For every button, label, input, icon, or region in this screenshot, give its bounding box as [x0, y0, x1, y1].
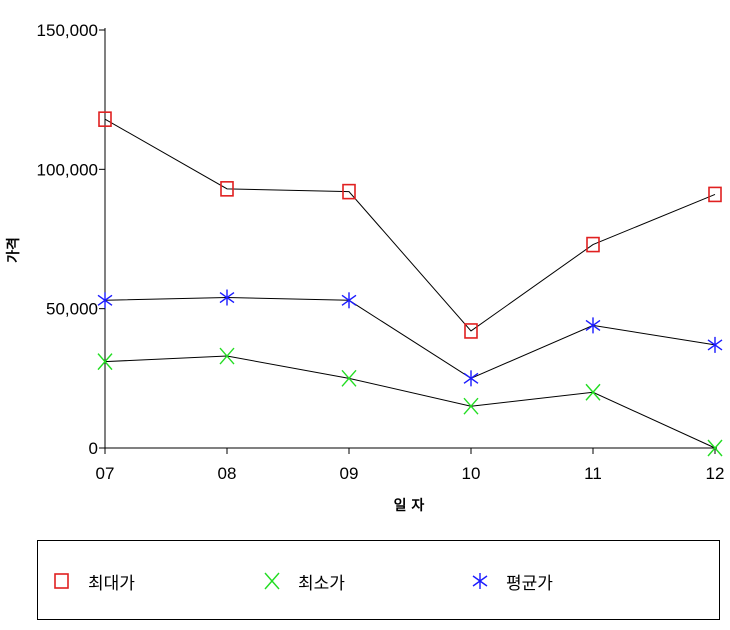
- x-tick-label: 08: [218, 464, 237, 483]
- data-point: [220, 181, 234, 197]
- data-point: [585, 317, 601, 334]
- data-point: [707, 336, 723, 353]
- x-axis-title: 일 자: [394, 498, 425, 514]
- x-tick-label: 10: [462, 464, 481, 483]
- legend: 최대가 최소가 평균가: [37, 540, 720, 620]
- y-axis-title: 가격: [5, 237, 22, 263]
- data-point: [97, 292, 113, 309]
- data-point: [98, 111, 112, 127]
- data-point: [708, 186, 722, 203]
- data-point: [585, 383, 601, 401]
- series-line-3: [104, 297, 716, 379]
- x-axis-ticks: 07 08 09 10 11 12: [96, 448, 725, 483]
- data-point: [97, 353, 113, 371]
- x-marker-icon: [264, 572, 280, 590]
- series-markers: [97, 111, 723, 457]
- data-point: [463, 370, 479, 387]
- data-point: [219, 289, 235, 306]
- x-tick-label: 07: [96, 464, 115, 483]
- legend-item-series-1: 최대가: [52, 541, 135, 621]
- x-tick-label: 11: [584, 464, 602, 483]
- series-line-2: [104, 355, 716, 449]
- legend-item-series-2: 최소가: [262, 541, 345, 621]
- y-tick-label: 50,000: [46, 300, 98, 319]
- legend-label: 최대가: [88, 573, 135, 594]
- data-point: [463, 397, 479, 415]
- y-tick-label: 150,000: [37, 21, 98, 40]
- y-tick-label: 100,000: [37, 160, 98, 179]
- x-tick-label: 12: [706, 464, 725, 483]
- data-point: [707, 439, 723, 457]
- data-point: [341, 292, 357, 309]
- axes: [104, 28, 717, 449]
- data-point: [342, 183, 356, 200]
- legend-label: 최소가: [298, 573, 345, 594]
- square-marker-icon: [54, 573, 69, 589]
- legend-label: 평균가: [506, 573, 553, 594]
- legend-item-series-3: 평균가: [470, 541, 553, 621]
- y-tick-label: 0: [89, 439, 98, 458]
- data-point: [341, 369, 357, 387]
- data-point: [219, 347, 235, 365]
- x-tick-label: 09: [340, 464, 359, 483]
- data-point: [586, 236, 600, 253]
- line-chart: 0 50,000 100,000 150,000 07 08 09 10 11 12 일 자 가…: [5, 21, 725, 514]
- y-axis-ticks: 0 50,000 100,000 150,000: [37, 21, 105, 458]
- series-lines: [104, 118, 716, 449]
- series-line-1: [104, 118, 716, 332]
- asterisk-marker-icon: [472, 573, 488, 589]
- data-point: [464, 323, 478, 339]
